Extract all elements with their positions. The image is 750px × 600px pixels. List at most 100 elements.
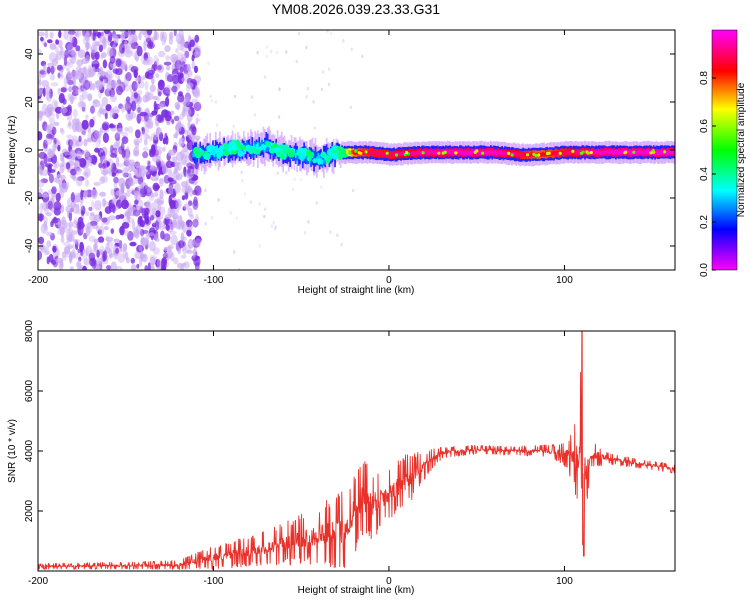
noise-blob bbox=[74, 160, 80, 168]
noise-blob bbox=[38, 79, 42, 86]
noise-blob bbox=[68, 253, 73, 264]
noise-blob bbox=[184, 149, 189, 158]
noise-blob bbox=[170, 53, 179, 63]
noise-blob bbox=[149, 43, 154, 48]
ridge-segment bbox=[214, 148, 217, 161]
noise-blob bbox=[130, 30, 136, 35]
noise-blob bbox=[138, 32, 142, 41]
ridge-bead bbox=[296, 150, 302, 156]
noise-speck bbox=[274, 227, 277, 231]
noise-blob bbox=[102, 251, 106, 262]
noise-blob bbox=[51, 99, 58, 110]
noise-blob bbox=[66, 43, 74, 52]
ridge-segment bbox=[485, 150, 488, 155]
ridge-segment bbox=[643, 150, 645, 155]
noise-blob bbox=[92, 30, 96, 41]
noise-blob bbox=[105, 243, 109, 250]
noise-blob bbox=[100, 169, 109, 176]
noise-blob bbox=[85, 41, 89, 52]
noise-blob bbox=[45, 91, 50, 101]
ridge-dot bbox=[385, 151, 389, 155]
noise-blob bbox=[41, 80, 50, 88]
noise-blob bbox=[191, 238, 200, 248]
noise-blob bbox=[83, 258, 91, 266]
noise-speck bbox=[329, 31, 333, 36]
ridge-segment bbox=[610, 149, 613, 154]
noise-blob bbox=[93, 214, 102, 223]
noise-blob bbox=[116, 169, 123, 174]
noise-blob bbox=[133, 92, 138, 99]
noise-blob bbox=[164, 110, 172, 122]
noise-speck bbox=[258, 244, 261, 248]
ridge-segment bbox=[668, 150, 670, 155]
noise-blob bbox=[180, 264, 185, 270]
noise-blob bbox=[109, 108, 117, 114]
noise-blob bbox=[85, 30, 91, 37]
ridge-bead bbox=[240, 145, 246, 150]
ridge-segment bbox=[671, 150, 673, 155]
ridge-dot bbox=[586, 151, 591, 155]
ridge-dot bbox=[421, 151, 425, 155]
noise-blob bbox=[49, 43, 57, 50]
ridge-segment bbox=[636, 150, 638, 155]
noise-blob bbox=[124, 102, 132, 112]
spectrogram-ytick-label: -40 bbox=[24, 238, 35, 253]
ridge-segment bbox=[457, 149, 460, 154]
noise-blob bbox=[173, 115, 180, 122]
noise-blob bbox=[167, 249, 173, 259]
noise-blob bbox=[66, 59, 74, 68]
noise-blob bbox=[98, 225, 105, 236]
noise-blob bbox=[143, 125, 149, 136]
ridge-segment bbox=[321, 159, 324, 165]
noise-speck bbox=[315, 201, 318, 205]
noise-blob bbox=[98, 44, 104, 52]
noise-blob bbox=[184, 155, 189, 166]
ridge-segment bbox=[370, 149, 373, 154]
noise-blob bbox=[48, 150, 56, 158]
ridge-segment bbox=[672, 149, 675, 154]
noise-blob bbox=[149, 256, 156, 266]
ridge-segment bbox=[400, 151, 402, 156]
ridge-bead bbox=[320, 151, 327, 158]
noise-blob bbox=[146, 30, 153, 36]
noise-blob bbox=[119, 43, 125, 54]
ridge-segment bbox=[484, 150, 487, 155]
noise-blob bbox=[67, 49, 76, 55]
noise-blob bbox=[58, 39, 63, 49]
noise-blob bbox=[38, 31, 46, 37]
noise-blob bbox=[89, 118, 95, 128]
noise-blob bbox=[80, 189, 84, 201]
noise-blob bbox=[43, 123, 52, 132]
noise-blob bbox=[46, 240, 52, 248]
noise-blob bbox=[127, 230, 134, 241]
ridge-bead bbox=[203, 152, 211, 160]
noise-speck bbox=[327, 67, 331, 71]
noise-blob bbox=[158, 178, 164, 184]
colorbar-tick-label: 0.0 bbox=[699, 263, 710, 277]
noise-blob bbox=[155, 155, 162, 162]
ridge-segment bbox=[617, 150, 620, 155]
noise-blob bbox=[149, 164, 156, 172]
noise-speck bbox=[249, 200, 252, 204]
noise-blob bbox=[168, 185, 174, 195]
ridge-bead bbox=[287, 149, 295, 158]
ridge-segment bbox=[440, 150, 443, 155]
ridge-segment bbox=[401, 151, 404, 156]
noise-blob bbox=[169, 149, 177, 156]
noise-blob bbox=[180, 181, 188, 188]
noise-blob bbox=[172, 200, 179, 210]
noise-blob bbox=[85, 211, 90, 217]
noise-blob bbox=[119, 225, 125, 236]
noise-blob bbox=[139, 216, 143, 225]
noise-blob bbox=[173, 30, 177, 37]
noise-blob bbox=[83, 232, 88, 240]
noise-blob bbox=[47, 200, 53, 210]
noise-speck bbox=[336, 233, 339, 237]
noise-blob bbox=[70, 192, 75, 203]
noise-blob bbox=[187, 238, 194, 249]
noise-blob bbox=[63, 30, 69, 40]
ridge-segment bbox=[550, 151, 553, 156]
ridge-segment bbox=[384, 152, 387, 156]
noise-blob bbox=[50, 65, 55, 75]
noise-blob bbox=[157, 115, 165, 124]
